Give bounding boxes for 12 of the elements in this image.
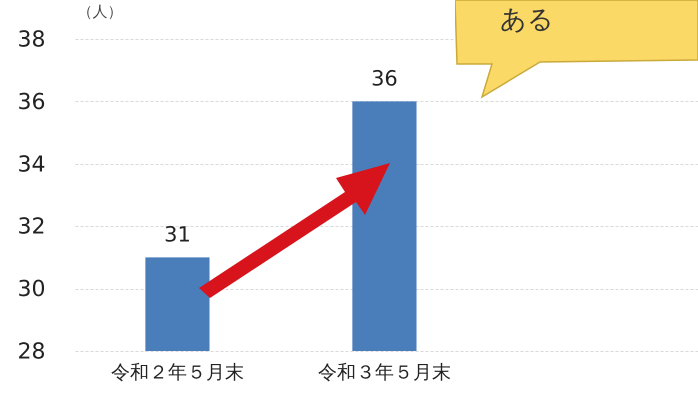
y-tick-label: 34 [18, 152, 46, 178]
y-axis-title: （人） [78, 4, 122, 20]
data-label: 36 [371, 66, 398, 90]
x-tick-label: 令和３年５月末 [318, 362, 451, 384]
y-tick-label: 30 [18, 277, 46, 302]
y-tick-label: 38 [18, 28, 46, 52]
text: ある [500, 4, 554, 37]
y-tick-label: 36 [18, 90, 46, 115]
y-tick-label: 32 [18, 214, 46, 240]
x-tick-label: 令和２年５月末 [110, 362, 244, 384]
data-label: 31 [164, 222, 191, 246]
y-tick-label: 28 [18, 340, 46, 364]
